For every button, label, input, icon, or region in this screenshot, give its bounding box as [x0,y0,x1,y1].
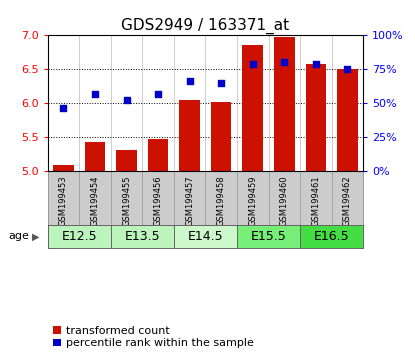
Bar [79,171,111,225]
Bar [337,69,358,171]
Point [186,79,193,84]
Point [281,59,288,65]
Bar [48,171,79,225]
Text: GSM199462: GSM199462 [343,175,352,225]
Text: GSM199456: GSM199456 [154,175,163,225]
Legend: transformed count, percentile rank within the sample: transformed count, percentile rank withi… [53,326,254,348]
Bar [274,37,295,171]
Point [344,67,351,72]
Title: GDS2949 / 163371_at: GDS2949 / 163371_at [121,18,290,34]
Bar [111,225,174,248]
Bar [300,225,363,248]
Bar [332,171,363,225]
Bar [242,45,263,171]
Text: GSM199455: GSM199455 [122,175,131,225]
Point [92,91,98,96]
Bar [174,225,237,248]
Point [155,91,161,96]
Text: E16.5: E16.5 [314,230,349,243]
Bar [48,225,111,248]
Text: GSM199459: GSM199459 [248,175,257,225]
Bar [205,171,237,225]
Text: E12.5: E12.5 [61,230,97,243]
Bar [237,225,300,248]
Bar [142,171,174,225]
Text: E13.5: E13.5 [124,230,160,243]
Text: GSM199461: GSM199461 [311,175,320,225]
Bar [111,171,142,225]
Bar [53,165,74,171]
Bar [237,171,269,225]
Bar [116,150,137,171]
Text: GSM199460: GSM199460 [280,175,289,225]
Text: ▶: ▶ [32,231,39,241]
Text: age: age [8,231,29,241]
Text: E15.5: E15.5 [251,230,286,243]
Bar [179,100,200,171]
Point [123,97,130,103]
Text: GSM199458: GSM199458 [217,175,226,225]
Point [218,80,225,86]
Bar [300,171,332,225]
Bar [269,171,300,225]
Bar [211,102,232,171]
Bar [305,64,326,171]
Bar [85,142,105,171]
Text: E14.5: E14.5 [188,230,223,243]
Point [60,105,67,111]
Bar [174,171,205,225]
Point [249,61,256,67]
Text: GSM199453: GSM199453 [59,175,68,225]
Text: GSM199457: GSM199457 [185,175,194,225]
Bar [148,139,168,171]
Point [312,61,319,67]
Text: GSM199454: GSM199454 [90,175,100,225]
